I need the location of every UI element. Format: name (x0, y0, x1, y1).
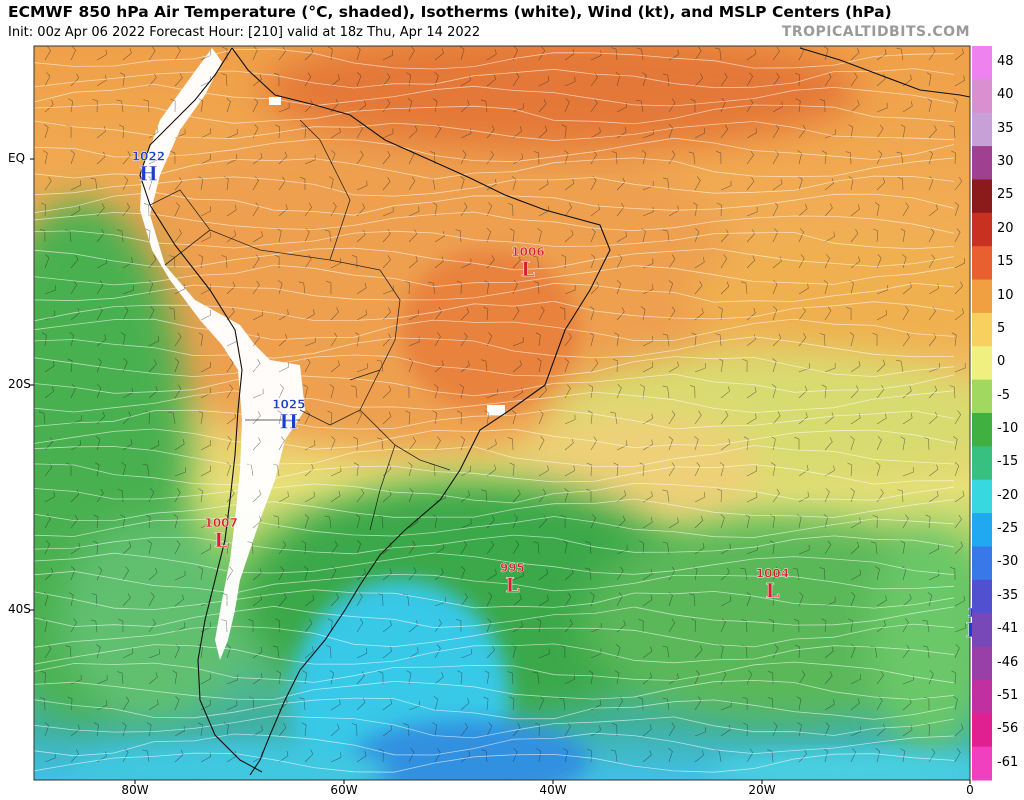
colorbar-segment (972, 379, 992, 414)
map-subtitle: Init: 00z Apr 06 2022 Forecast Hour: [21… (8, 25, 481, 40)
colorbar-segment (972, 613, 992, 648)
colorbar-label: 15 (997, 254, 1014, 270)
country-borders (149, 119, 451, 531)
colorbar-label: -20 (997, 487, 1019, 503)
colorbar-segment (972, 579, 992, 614)
high-pressure-marker: H (139, 161, 158, 185)
pressure-center-value: 995 (500, 561, 525, 575)
colorbar-segment (972, 79, 992, 114)
colorbar-segment (972, 312, 992, 347)
colorbar-label: -61 (997, 754, 1019, 770)
colorbar-label: -51 (997, 687, 1019, 703)
colorbar-label: -35 (997, 587, 1019, 603)
colorbar-label: -25 (997, 521, 1019, 537)
colorbar-segment (972, 513, 992, 547)
colorbar-label: -46 (997, 654, 1019, 670)
lon-label-20w: 20W (748, 783, 776, 797)
colorbar-label: 35 (997, 120, 1014, 136)
pressure-center-value: 1004 (756, 567, 789, 581)
high-pressure-marker: H (279, 409, 298, 433)
colorbar-label: -10 (997, 421, 1019, 436)
colorbar-segment (972, 546, 992, 581)
colorbar-label: -41 (997, 621, 1019, 637)
colorbar-segment (972, 413, 992, 447)
lat-label-40s: 40S (8, 602, 31, 616)
colorbar-segment (972, 46, 992, 80)
colorbar-label: 10 (997, 287, 1014, 303)
pressure-center-value: 1022 (132, 149, 165, 163)
lat-label-eq: EQ (8, 151, 26, 165)
colorbar-label: 40 (997, 87, 1014, 103)
lon-label-60w: 60W (330, 783, 358, 797)
lon-label-80w: 80W (121, 783, 149, 797)
colorbar-label: 25 (997, 187, 1014, 203)
map-frame (33, 45, 971, 781)
pressure-center-value: 1007 (204, 516, 237, 530)
colorbar-segment (972, 146, 992, 180)
colorbar-segment (972, 746, 992, 781)
colorbar-segment (972, 646, 992, 681)
colorbar-label: 30 (997, 154, 1014, 170)
colorbar-segment (972, 713, 992, 748)
colorbar-label: 0 (997, 354, 1006, 370)
lon-label-0: 0 (966, 783, 974, 797)
isotherms (34, 48, 955, 773)
colorbar-segment (972, 246, 992, 281)
pressure-center-value: 1025 (272, 397, 305, 411)
colorbar-segment (972, 279, 992, 314)
colorbar-label: -30 (997, 554, 1019, 570)
temperature-field (34, 46, 970, 780)
colorbar-label: -15 (997, 454, 1019, 470)
colorbar-segment (972, 346, 992, 381)
colorbar-segment (972, 112, 992, 147)
colorbar-label: 5 (997, 320, 1006, 336)
colorbar-segment (972, 212, 992, 247)
colorbar-segment (972, 446, 992, 481)
lat-label-20s: 20S (8, 377, 31, 391)
colorbar-label: -56 (997, 721, 1019, 737)
andes-terrain-mask (140, 48, 305, 660)
colorbar-label: 48 (997, 54, 1014, 69)
lon-label-40w: 40W (539, 783, 567, 797)
axis-ticks (30, 158, 971, 784)
low-pressure-marker: L (521, 257, 535, 281)
colorbar-segment (972, 179, 992, 214)
colorbar-label: -5 (997, 387, 1010, 403)
colorbar-segment (972, 679, 992, 714)
low-pressure-marker: L (765, 579, 779, 603)
map-title: ECMWF 850 hPa Air Temperature (°C, shade… (8, 3, 892, 21)
pressure-center-value: 1006 (511, 245, 544, 259)
brand-watermark: TROPICALTIDBITS.COM (781, 24, 970, 40)
colorbar-label: 20 (997, 220, 1014, 236)
colorbar-segment (972, 479, 992, 514)
low-pressure-marker: L (505, 573, 519, 597)
low-pressure-marker: L (214, 528, 228, 552)
coastlines (139, 47, 970, 776)
temperature-colorbar (972, 46, 992, 781)
